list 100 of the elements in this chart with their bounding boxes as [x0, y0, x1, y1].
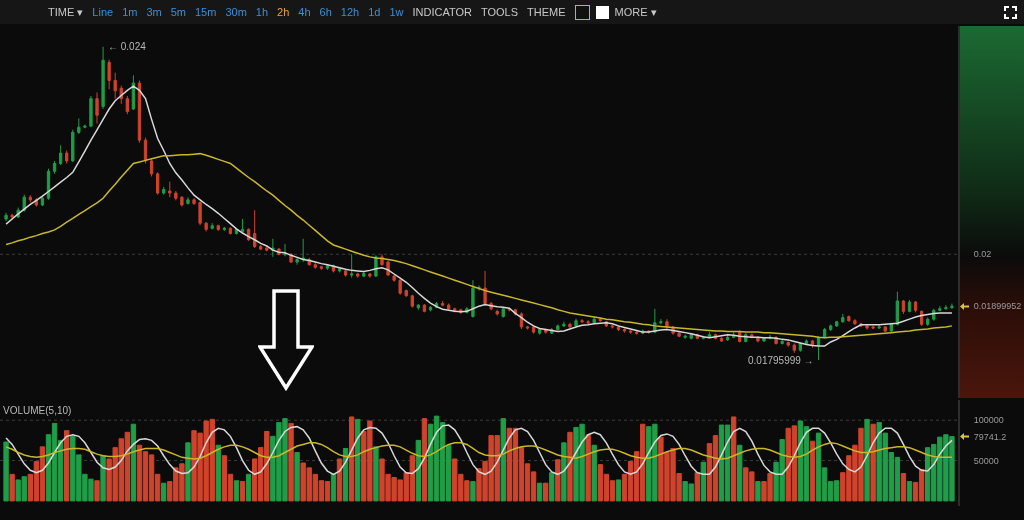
bar	[64, 430, 70, 502]
candlestick	[83, 124, 87, 129]
y-tick-label: 50000	[973, 455, 999, 466]
candlestick	[689, 332, 693, 339]
candlestick	[889, 322, 893, 333]
candlestick	[216, 225, 220, 232]
candlestick	[210, 222, 214, 229]
candlestick	[471, 279, 475, 319]
candlestick	[628, 329, 633, 335]
bar	[585, 434, 591, 502]
candlestick	[228, 226, 233, 236]
bar	[500, 418, 506, 502]
text: 3m	[146, 6, 162, 18]
candlestick	[271, 238, 275, 258]
candlestick	[71, 129, 75, 163]
candlestick	[131, 74, 136, 111]
bar	[870, 423, 876, 502]
y-tick-label: 0.01899952	[973, 301, 1022, 312]
candlestick	[580, 318, 584, 324]
candlestick	[259, 244, 263, 251]
candlestick	[592, 316, 596, 324]
text: Line	[92, 6, 114, 18]
candlestick	[531, 325, 536, 335]
text: 4h	[298, 6, 311, 18]
candlestick	[659, 318, 663, 325]
text: 6h	[319, 6, 332, 18]
bar	[555, 459, 561, 502]
text: 1m	[122, 6, 138, 18]
candlestick	[495, 309, 499, 317]
text: 5m	[170, 6, 186, 18]
candlestick	[180, 195, 184, 208]
text: MORE ▾	[614, 5, 657, 19]
candlestick	[107, 59, 111, 90]
line-series	[5, 152, 953, 339]
text: 30m	[225, 6, 247, 18]
candlestick	[871, 325, 875, 330]
candlestick	[883, 326, 887, 333]
text: 2h	[277, 6, 290, 18]
candlestick	[125, 95, 129, 115]
y-tick-label: 79741.2	[973, 431, 1007, 442]
text: 1h	[255, 6, 269, 18]
candlestick	[265, 247, 269, 252]
bar	[591, 444, 597, 502]
candlestick	[525, 325, 530, 331]
annotation: 0.01795999 →	[748, 355, 814, 366]
candlestick	[168, 181, 172, 198]
candlestick	[410, 294, 414, 309]
candlestick	[932, 308, 936, 322]
bar	[294, 452, 300, 502]
bar	[561, 442, 567, 502]
bar	[543, 482, 549, 502]
candlestick	[677, 332, 681, 338]
candlestick	[810, 340, 815, 349]
candlestick	[65, 150, 69, 164]
candlestick	[501, 306, 505, 319]
bar	[906, 481, 913, 502]
candlestick	[89, 95, 93, 128]
candlestick	[101, 46, 105, 110]
bar	[730, 416, 737, 502]
candlestick	[404, 289, 408, 298]
bar	[348, 416, 355, 502]
text: 15m	[194, 6, 217, 18]
bar	[900, 472, 907, 502]
candlestick	[380, 253, 384, 267]
candlestick	[719, 337, 724, 343]
text: THEME	[527, 6, 566, 18]
candlestick	[792, 343, 796, 354]
candlestick	[938, 305, 942, 312]
candlestick	[786, 341, 790, 348]
bar	[809, 440, 816, 502]
bar	[130, 423, 137, 502]
candlestick	[149, 157, 154, 177]
candlestick	[829, 323, 833, 332]
text: 1d	[368, 6, 381, 18]
y-tick-label: 100000	[973, 415, 1004, 426]
candlestick	[174, 190, 178, 201]
text: TIME ▾	[48, 5, 84, 19]
candlestick	[4, 212, 8, 222]
bar	[9, 473, 15, 502]
candlestick	[895, 291, 900, 326]
candlestick	[162, 186, 166, 196]
bar	[755, 481, 761, 502]
bar	[694, 472, 700, 502]
bar	[3, 441, 9, 502]
candlestick	[853, 318, 857, 326]
candlestick	[622, 327, 627, 334]
candlestick	[58, 144, 63, 166]
candlestick	[865, 325, 869, 331]
candlestick	[944, 304, 948, 311]
candlestick	[319, 265, 324, 271]
candlestick	[907, 299, 912, 313]
candlestick	[155, 171, 160, 196]
text: TOOLS	[480, 6, 519, 18]
candlestick	[252, 209, 257, 249]
bar	[536, 482, 543, 502]
candlestick	[398, 278, 402, 296]
bar	[239, 481, 246, 502]
bar	[549, 472, 555, 502]
candlestick	[780, 339, 784, 345]
bar	[615, 479, 622, 502]
